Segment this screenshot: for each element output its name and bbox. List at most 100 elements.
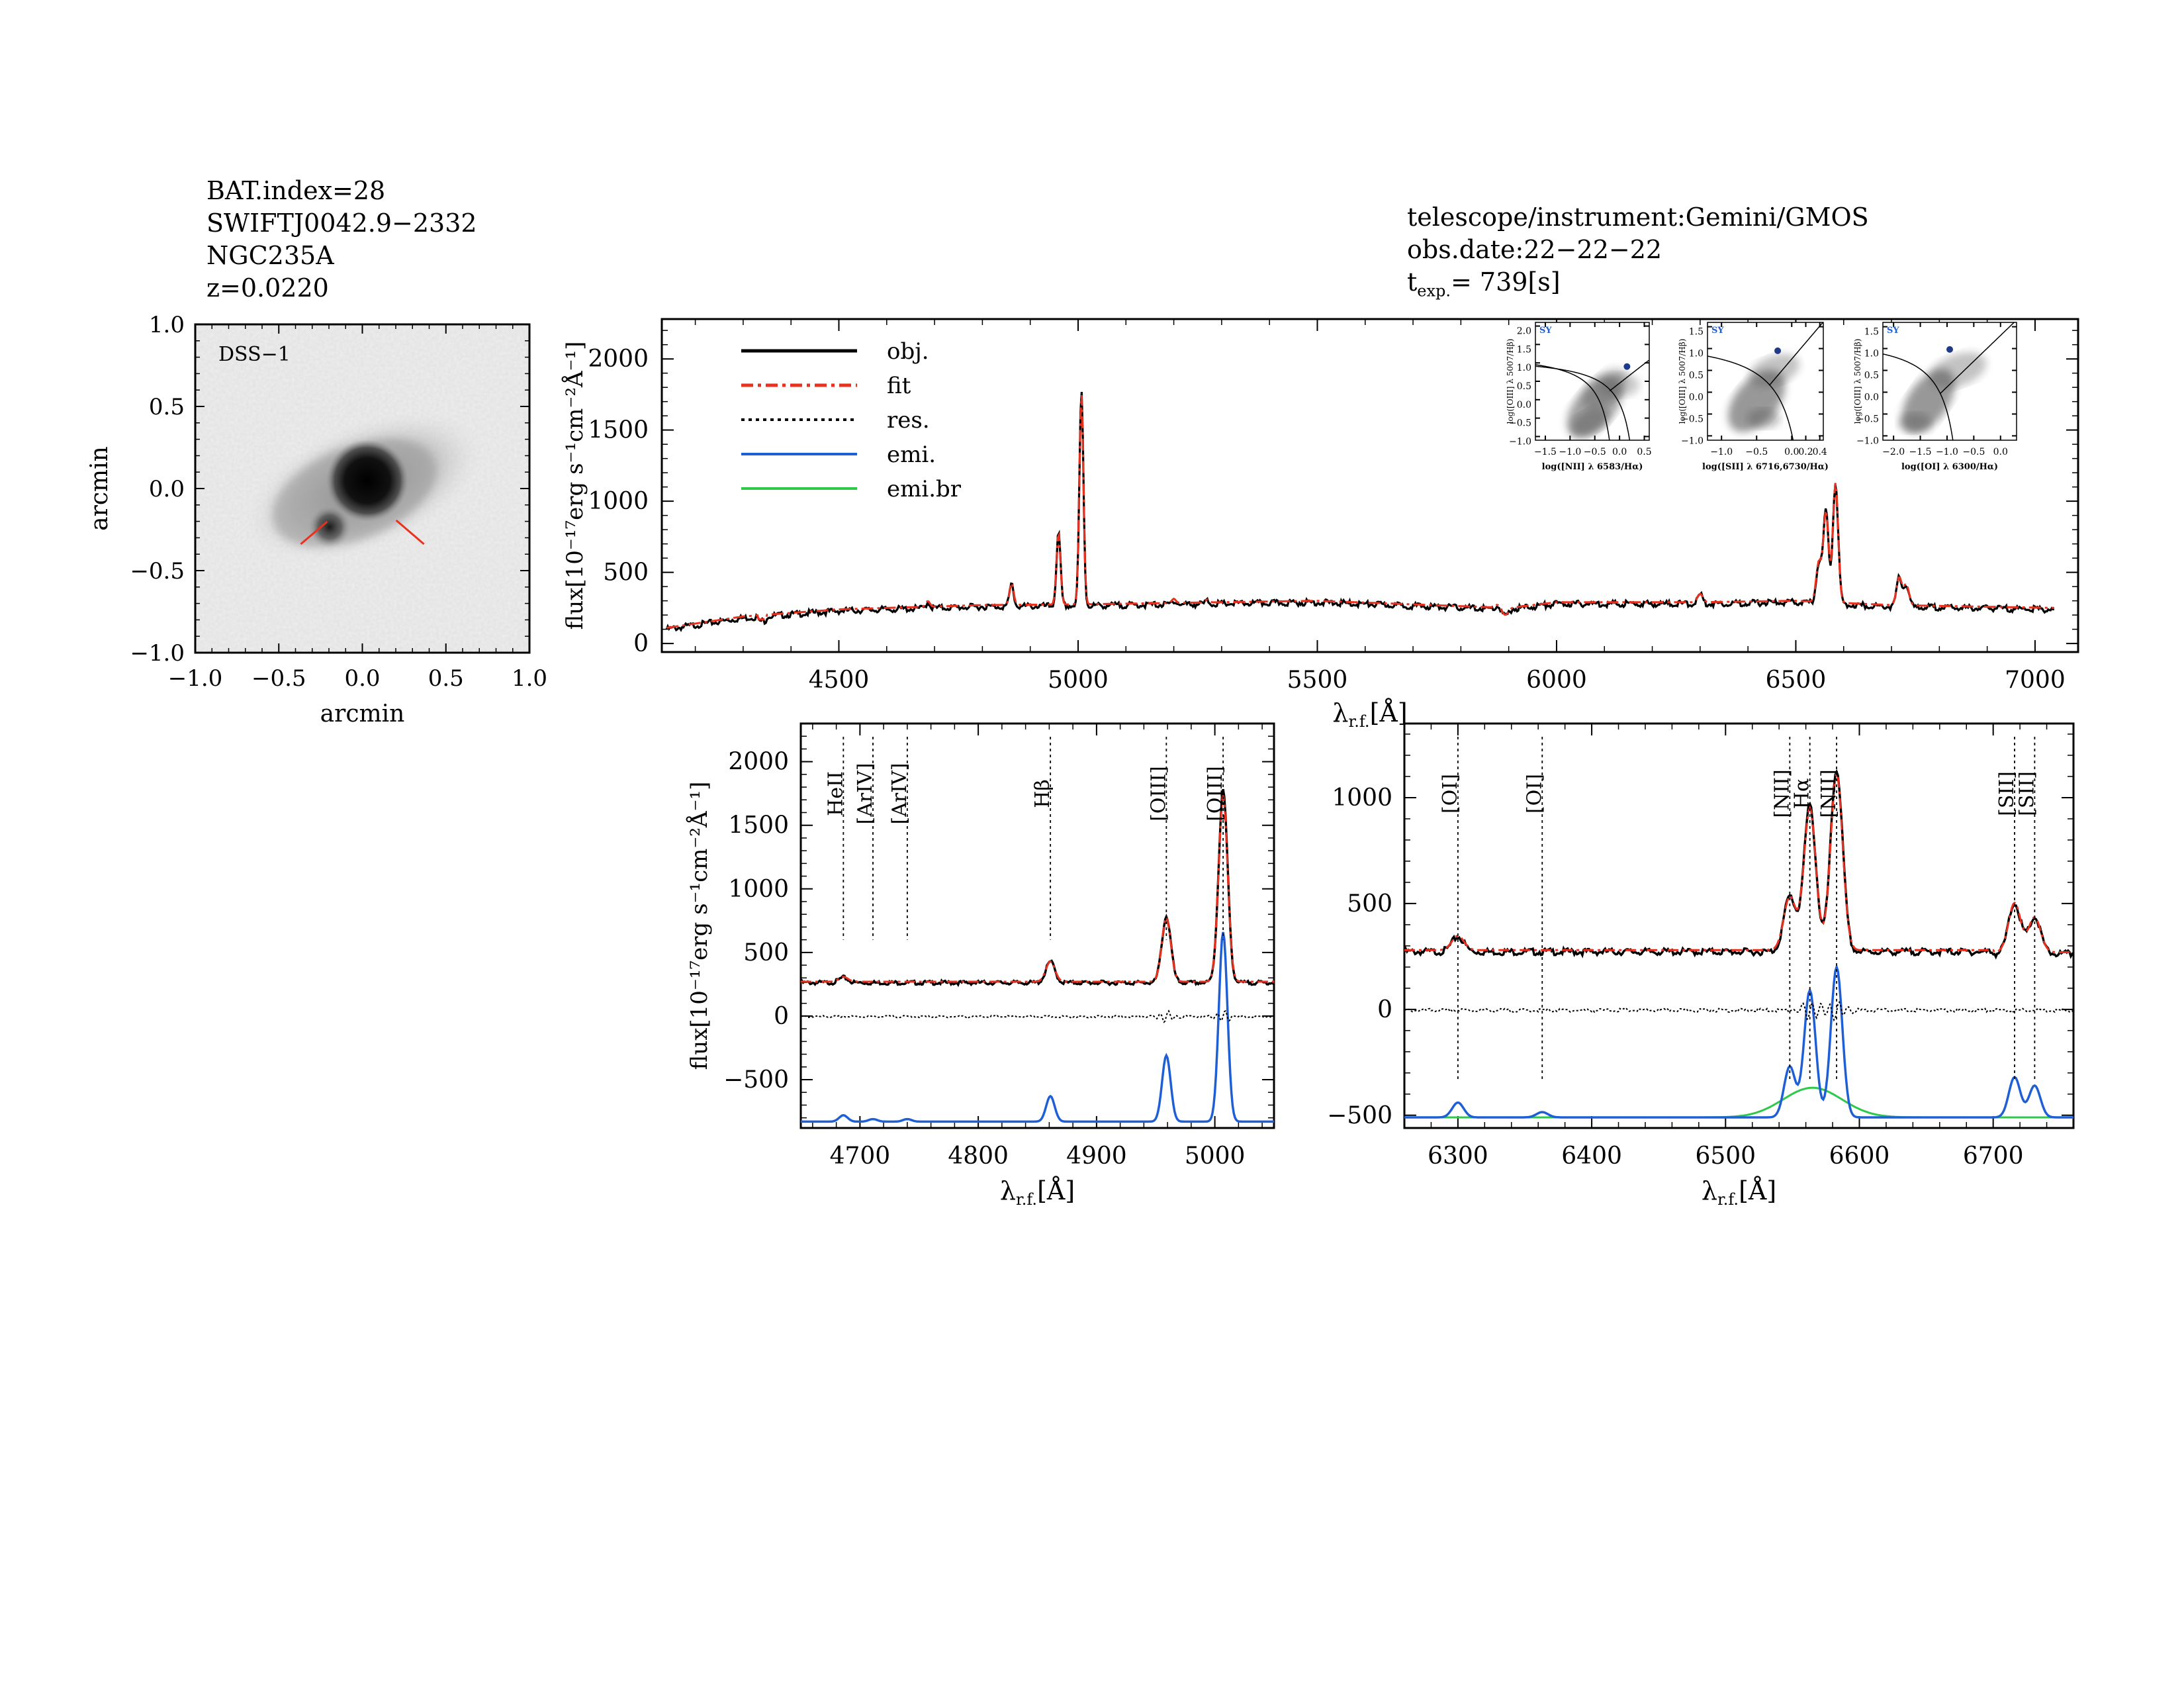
bpt-sii-ytick-label: −1.0 xyxy=(1681,436,1704,446)
fit-spectrum-line xyxy=(666,395,2054,629)
bpt-nii-xtick-label: 0.0 xyxy=(1612,447,1627,457)
dss-xlabel: arcmin xyxy=(320,700,405,727)
zoom-blue-ytick-label: 1000 xyxy=(728,876,789,903)
bpt-sii-ytick-label: 1.5 xyxy=(1689,327,1704,338)
bpt-sii-ytick-label: 1.0 xyxy=(1689,349,1704,359)
spec-xtick-label: 4500 xyxy=(809,667,870,694)
bpt-sii-density-blob xyxy=(1749,353,1800,387)
legend-label-fit: fit xyxy=(887,373,911,399)
bpt-nii-demarcation-line xyxy=(1535,364,1610,440)
zoom-red-ytick-label: −500 xyxy=(1327,1102,1392,1129)
bpt-sii-xtick-label: 0.0 xyxy=(1784,447,1799,457)
zoom-red-xlabel-unit: [Å] xyxy=(1739,1176,1776,1205)
spec-axes-frame xyxy=(660,318,2079,653)
bpt-oi-xtick-label: −1.0 xyxy=(1936,447,1958,457)
dss-ylabel: arcmin xyxy=(86,446,113,531)
galaxy-name: NGC235A xyxy=(206,241,334,270)
zoom-blue-xlabel-sub: r.f. xyxy=(1016,1190,1037,1209)
zoom-red-line-label: Hα xyxy=(1791,778,1814,809)
dss-ytick-label: −0.5 xyxy=(130,558,185,585)
dss-xtick-label: 0.0 xyxy=(344,665,380,692)
zoom-red-ytick-label: 0 xyxy=(1377,996,1392,1023)
zoom-red-ytick-label: 500 xyxy=(1347,890,1392,917)
dss-survey-label: DSS−1 xyxy=(218,343,291,366)
bpt-oi-xtick-label: −1.5 xyxy=(1909,447,1932,457)
swift-name: SWIFTJ0042.9−2332 xyxy=(206,209,477,238)
bpt-sii-density-group xyxy=(1707,322,1823,440)
bpt-nii-density-blob xyxy=(1571,407,1608,436)
zoom-red-emi-broad-line xyxy=(1404,1086,2073,1119)
zoom-blue-xlabel: λr.f.[Å] xyxy=(1000,1176,1075,1209)
zoom-blue-ytick-label: 500 xyxy=(743,939,789,966)
exposure-time-subscript: exp. xyxy=(1417,281,1451,301)
zoom-red-line-label: [NII] xyxy=(1770,769,1794,818)
zoom-blue-xlabel-lambda: λ xyxy=(1000,1176,1016,1205)
zoom-blue-res-line xyxy=(800,1009,1275,1023)
bpt-oi-density-group xyxy=(1883,322,2015,440)
redshift: z=0.0220 xyxy=(206,273,329,303)
zoom-red-xtick-label: 6700 xyxy=(1963,1143,2024,1170)
companion-knot xyxy=(308,506,351,548)
bpt-nii-ytick-label: 0.0 xyxy=(1517,400,1531,410)
bpt-nii-density-blob xyxy=(1600,373,1640,397)
zoom-blue-ytick-label: 2000 xyxy=(728,749,789,776)
bpt-sii-ylabel: log([OIII] λ 5007/Hβ) xyxy=(1678,339,1687,424)
bpt-oi-ytick-label: −0.5 xyxy=(1856,414,1879,424)
zoom-red-line-label: [NII] xyxy=(1817,769,1841,818)
spec-ytick-label: 2000 xyxy=(588,346,649,373)
bpt-nii-demarcation-line xyxy=(1535,365,1631,440)
bpt-oi-axes-frame xyxy=(1882,322,2017,441)
dss-xtick-label: −1.0 xyxy=(168,665,223,692)
legend-label-res: res. xyxy=(887,407,930,434)
bpt-oi-xtick-label: 0.0 xyxy=(1993,447,2008,457)
bpt-sii-ytick-label: −0.5 xyxy=(1681,414,1704,424)
zoom-blue-line-label: HeII xyxy=(824,771,847,816)
bpt-sii-demarcation-line xyxy=(1707,355,1794,440)
spec-xlabel-lambda: λ xyxy=(1332,698,1348,727)
bpt-sii-xtick-label: −1.0 xyxy=(1710,447,1733,457)
bpt-nii-xtick-label: 0.5 xyxy=(1637,447,1651,457)
zoom-blue-line-label: Hβ xyxy=(1031,779,1054,808)
bpt-sii-class-label: SY xyxy=(1711,326,1724,336)
zoom-blue-line-label: [ArIV] xyxy=(854,763,877,825)
bpt-oi-demarcation-line xyxy=(1939,322,2015,395)
spec-xlabel-sub: r.f. xyxy=(1348,712,1369,731)
bpt-nii-xtick-label: −1.5 xyxy=(1534,447,1557,457)
zoom-blue-line-label: [OIII] xyxy=(1147,766,1170,821)
bpt-oi-xtick-label: −0.5 xyxy=(1962,447,1985,457)
bpt-nii-ylabel: log([OIII] λ 5007/Hβ) xyxy=(1506,339,1515,424)
slit-mark-left xyxy=(300,520,328,545)
bpt-sii-axes-frame xyxy=(1707,322,1824,441)
bpt-sii-ytick-label: 0.0 xyxy=(1689,392,1704,402)
bpt-sii-source-point xyxy=(1774,347,1782,354)
bpt-oi-ytick-label: 0.5 xyxy=(1864,371,1879,381)
zoom-red-xtick-label: 6300 xyxy=(1428,1143,1488,1170)
bpt-oi-ytick-label: −1.0 xyxy=(1856,436,1879,446)
bpt-sii-demarcation-line xyxy=(1768,322,1823,386)
bpt-nii-xtick-label: −1.0 xyxy=(1559,447,1581,457)
dss-ytick-label: 1.0 xyxy=(149,312,185,338)
bpt-nii-demarcation-line xyxy=(1609,359,1649,392)
spec-xtick-label: 5500 xyxy=(1287,667,1348,694)
bpt-nii-xlabel: log([NII] λ 6583/Hα) xyxy=(1542,462,1643,472)
spec-ylabel: flux[10⁻¹⁷erg s⁻¹cm⁻²Å⁻¹] xyxy=(561,342,588,630)
exposure-time-value: = 739[s] xyxy=(1451,267,1561,297)
bpt-sii-xlabel: log([SII] λ 6716,6730/Hα) xyxy=(1702,462,1829,472)
bpt-nii-class-label: SY xyxy=(1539,326,1552,336)
bpt-oi-xtick-label: −2.0 xyxy=(1882,447,1905,457)
bpt-oi-class-label: SY xyxy=(1887,326,1899,336)
dss-ytick-label: −1.0 xyxy=(130,640,185,667)
zoom-red-line-label: [SII] xyxy=(1995,771,2019,816)
bpt-nii-ytick-label: 1.5 xyxy=(1517,344,1531,355)
dss-image-panel: −1.0 −0.5 0.0 0.5 1.0 1.0 0.5 0.0 −0.5 −1.0 arcmin… xyxy=(86,312,547,727)
bpt-oi-density-blob xyxy=(1929,352,1987,389)
legend-label-obj: obj. xyxy=(887,338,929,365)
bpt-nii-density-group xyxy=(1535,359,1649,440)
zoom-red-xtick-label: 6500 xyxy=(1695,1143,1756,1170)
zoom-blue-ytick-label: −500 xyxy=(723,1066,789,1094)
bpt-oi-ytick-label: 1.5 xyxy=(1864,327,1879,338)
bpt-nii-ytick-label: 0.5 xyxy=(1517,381,1531,392)
spec-xlabel: λr.f.[Å] xyxy=(1332,698,1407,731)
bpt-sii-xtick-label: −0.5 xyxy=(1745,447,1768,457)
